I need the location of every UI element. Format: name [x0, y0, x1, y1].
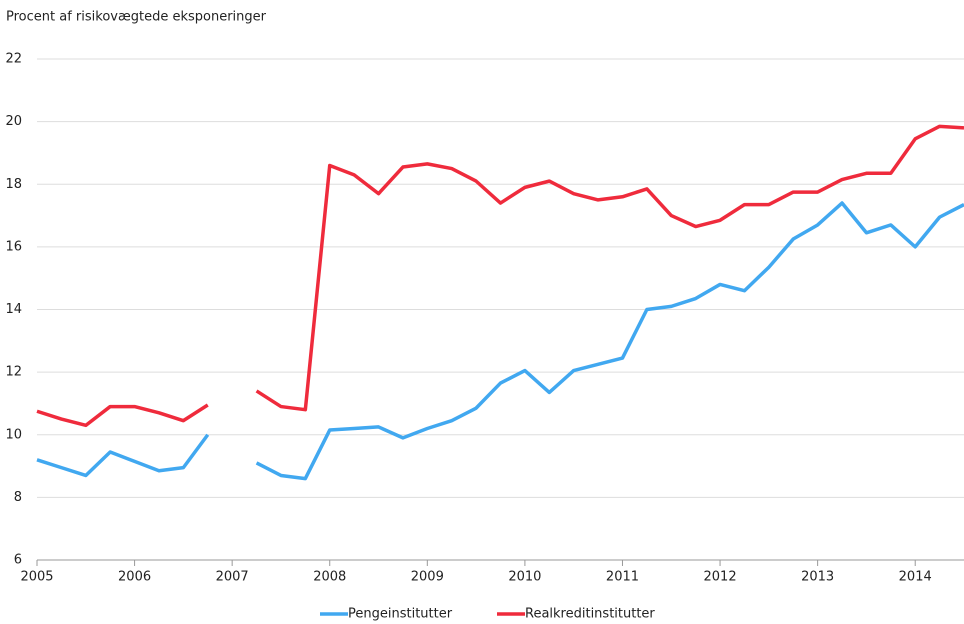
- x-tick-label: 2013: [801, 570, 834, 585]
- x-tick-label: 2008: [313, 570, 346, 585]
- y-tick-label: 22: [5, 52, 22, 67]
- x-tick-label: 2012: [704, 570, 737, 585]
- y-tick-label: 8: [14, 490, 22, 505]
- y-tick-label: 18: [5, 177, 22, 192]
- x-tick-label: 2014: [899, 570, 932, 585]
- data-line: [36, 201, 964, 481]
- y-tick-label: 6: [14, 553, 22, 568]
- y-tick-label: 10: [5, 427, 22, 442]
- y-tick-label: 20: [5, 114, 22, 129]
- legend-label: Realkreditinstitutter: [525, 607, 655, 622]
- x-tick-label: 2006: [118, 570, 151, 585]
- y-tick-label: 12: [5, 365, 22, 380]
- y-axis-title: Procent af risikovægtede eksponeringer: [6, 10, 267, 25]
- x-tick-label: 2007: [216, 570, 249, 585]
- data-line: [36, 124, 964, 428]
- legend-label: Pengeinstitutter: [348, 607, 453, 622]
- x-tick-label: 2005: [20, 570, 53, 585]
- x-tick-label: 2009: [411, 570, 444, 585]
- y-tick-label: 14: [5, 302, 22, 317]
- x-tick-label: 2010: [508, 570, 541, 585]
- x-tick-label: 2011: [606, 570, 639, 585]
- y-tick-label: 16: [5, 239, 22, 254]
